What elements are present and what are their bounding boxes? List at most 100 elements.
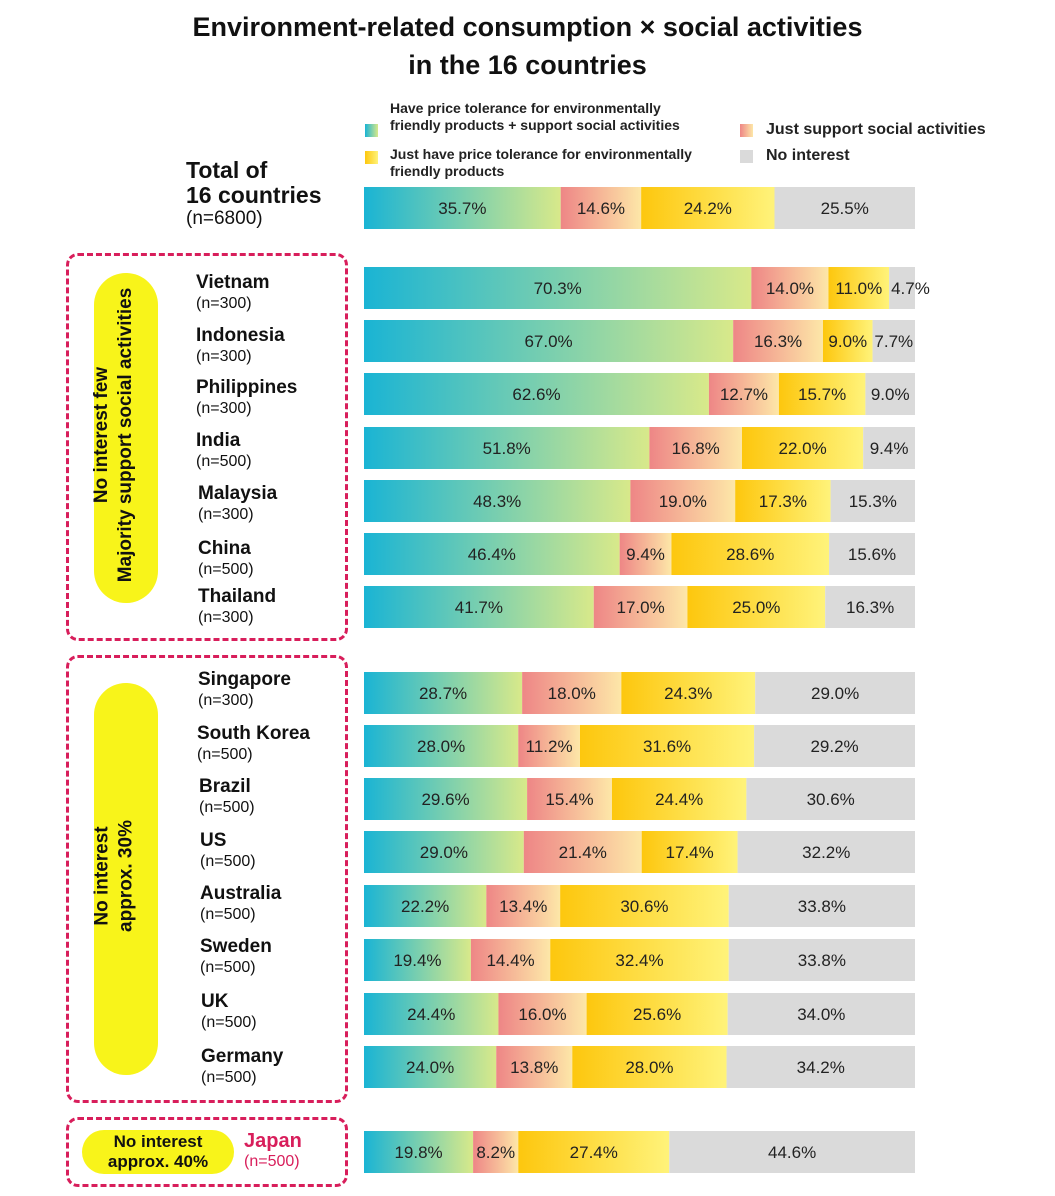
- legend-no-interest: No interest: [766, 147, 850, 164]
- bar-malaysia-tolerance-support: [364, 480, 631, 522]
- bar-vietnam-tolerance: [828, 267, 890, 309]
- bar-thailand-support: [593, 586, 688, 628]
- legend-tolerance-line-1: Just have price tolerance for environmen…: [390, 146, 692, 162]
- bar-uk-support: [498, 993, 587, 1035]
- bar-brazil-tolerance-support: [364, 778, 528, 820]
- value-label-south-korea-tolerance: 31.6%: [643, 737, 691, 756]
- category-label-uk: UK: [201, 991, 229, 1012]
- category-label-vietnam: Vietnam: [196, 272, 270, 293]
- bar-singapore-no-interest: [755, 672, 915, 714]
- bar-japan-tolerance: [518, 1131, 670, 1173]
- bar-south-korea-no-interest: [754, 725, 915, 767]
- bar-us-tolerance-support: [364, 831, 524, 873]
- bar-sweden-tolerance: [550, 939, 729, 981]
- bar-malaysia-no-interest: [830, 480, 915, 522]
- category-n-singapore: (n=300): [198, 692, 254, 709]
- category-label-australia: Australia: [200, 883, 282, 904]
- category-n-vietnam: (n=300): [196, 295, 252, 312]
- bar-india-no-interest: [863, 427, 915, 469]
- group-box-3: No interest approx. 40%: [66, 1117, 348, 1187]
- category-n-thailand: (n=300): [198, 609, 254, 626]
- bar-uk-no-interest: [727, 993, 915, 1035]
- category-label-malaysia: Malaysia: [198, 483, 278, 504]
- value-label-japan-support: 8.2%: [476, 1143, 515, 1162]
- value-label-vietnam-no-interest: 4.7%: [891, 279, 930, 298]
- value-label-us-tolerance-support: 29.0%: [420, 843, 468, 862]
- bar-china-tolerance-support: [364, 533, 620, 575]
- value-label-australia-tolerance-support: 22.2%: [401, 897, 449, 916]
- total-label-line-1: Total of: [186, 157, 268, 183]
- value-label-australia-no-interest: 33.8%: [798, 897, 846, 916]
- category-label-philippines: Philippines: [196, 377, 298, 398]
- title-line-1: Environment-related consumption × social…: [192, 12, 863, 42]
- bar-brazil-tolerance: [611, 778, 747, 820]
- category-label-sweden: Sweden: [200, 936, 272, 957]
- legend-support: Just support social activities: [766, 121, 986, 138]
- value-label-india-support: 16.8%: [672, 439, 720, 458]
- category-n-germany: (n=500): [201, 1069, 257, 1086]
- value-label-singapore-support: 18.0%: [548, 684, 596, 703]
- value-label-china-tolerance: 28.6%: [726, 545, 774, 564]
- group-box-2: No interest approx. 30%: [66, 655, 348, 1103]
- value-label-thailand-tolerance: 25.0%: [732, 598, 780, 617]
- category-label-india: India: [196, 430, 241, 451]
- value-label-china-support: 9.4%: [626, 545, 665, 564]
- value-label-germany-tolerance-support: 24.0%: [406, 1058, 454, 1077]
- bar-china-tolerance: [671, 533, 830, 575]
- value-label-philippines-tolerance: 15.7%: [798, 385, 846, 404]
- bar-indonesia-support: [733, 320, 823, 362]
- value-label-china-tolerance-support: 46.4%: [468, 545, 516, 564]
- value-label-sweden-no-interest: 33.8%: [798, 951, 846, 970]
- category-label-us: US: [200, 830, 227, 851]
- bar-japan-support: [473, 1131, 519, 1173]
- title-line-2: in the 16 countries: [408, 50, 647, 80]
- bar-germany-tolerance-support: [364, 1046, 497, 1088]
- bar-vietnam-support: [751, 267, 829, 309]
- value-label-philippines-tolerance-support: 62.6%: [512, 385, 560, 404]
- bar-singapore-tolerance-support: [364, 672, 523, 714]
- category-label-germany: Germany: [201, 1046, 284, 1067]
- bar-india-tolerance: [741, 427, 864, 469]
- value-label-us-support: 21.4%: [559, 843, 607, 862]
- category-n-uk: (n=500): [201, 1014, 257, 1031]
- bar-thailand-no-interest: [825, 586, 915, 628]
- group-pill-3: [82, 1130, 234, 1174]
- bar-us-no-interest: [737, 831, 915, 873]
- total-label: Total of 16 countries (n=6800): [186, 158, 322, 230]
- bar-vietnam-no-interest: [889, 267, 915, 309]
- value-label-us-tolerance: 17.4%: [666, 843, 714, 862]
- value-label-singapore-no-interest: 29.0%: [811, 684, 859, 703]
- value-label-singapore-tolerance: 24.3%: [664, 684, 712, 703]
- bar-singapore-tolerance: [621, 672, 756, 714]
- value-label-indonesia-tolerance-support: 67.0%: [524, 332, 572, 351]
- bar-germany-no-interest: [726, 1046, 915, 1088]
- legend-swatch-tolerance: [365, 151, 378, 164]
- category-n-south-korea: (n=500): [197, 746, 253, 763]
- value-label-vietnam-tolerance: 11.0%: [835, 279, 882, 298]
- category-label-thailand: Thailand: [198, 586, 277, 607]
- category-n-australia: (n=500): [200, 906, 256, 923]
- legend-swatch-tolerance-support: [365, 124, 378, 137]
- value-label-india-tolerance: 22.0%: [778, 439, 826, 458]
- value-label-japan-tolerance-support: 19.8%: [394, 1143, 442, 1162]
- value-label-sweden-tolerance-support: 19.4%: [393, 951, 441, 970]
- legend-tolerance-line-2: friendly products: [390, 163, 505, 179]
- value-label-thailand-no-interest: 16.3%: [846, 598, 894, 617]
- bar-australia-no-interest: [728, 885, 915, 927]
- value-label-malaysia-tolerance-support: 48.3%: [473, 492, 521, 511]
- value-label-australia-tolerance: 30.6%: [620, 897, 668, 916]
- legend-tolerance: Just have price tolerance for environmen…: [390, 146, 692, 180]
- bar-thailand-tolerance-support: [364, 586, 594, 628]
- value-label-total-of-16-countries-tolerance-support: 35.7%: [438, 199, 486, 218]
- bar-brazil-no-interest: [746, 778, 915, 820]
- category-n-philippines: (n=300): [196, 400, 252, 417]
- value-label-brazil-tolerance: 24.4%: [655, 790, 703, 809]
- value-label-germany-no-interest: 34.2%: [797, 1058, 845, 1077]
- value-label-singapore-tolerance-support: 28.7%: [419, 684, 467, 703]
- value-label-sweden-tolerance: 32.4%: [615, 951, 663, 970]
- total-label-n: (n=6800): [186, 208, 263, 229]
- legend-swatch-no-interest: [740, 150, 753, 163]
- value-label-brazil-support: 15.4%: [545, 790, 593, 809]
- bar-us-support: [523, 831, 642, 873]
